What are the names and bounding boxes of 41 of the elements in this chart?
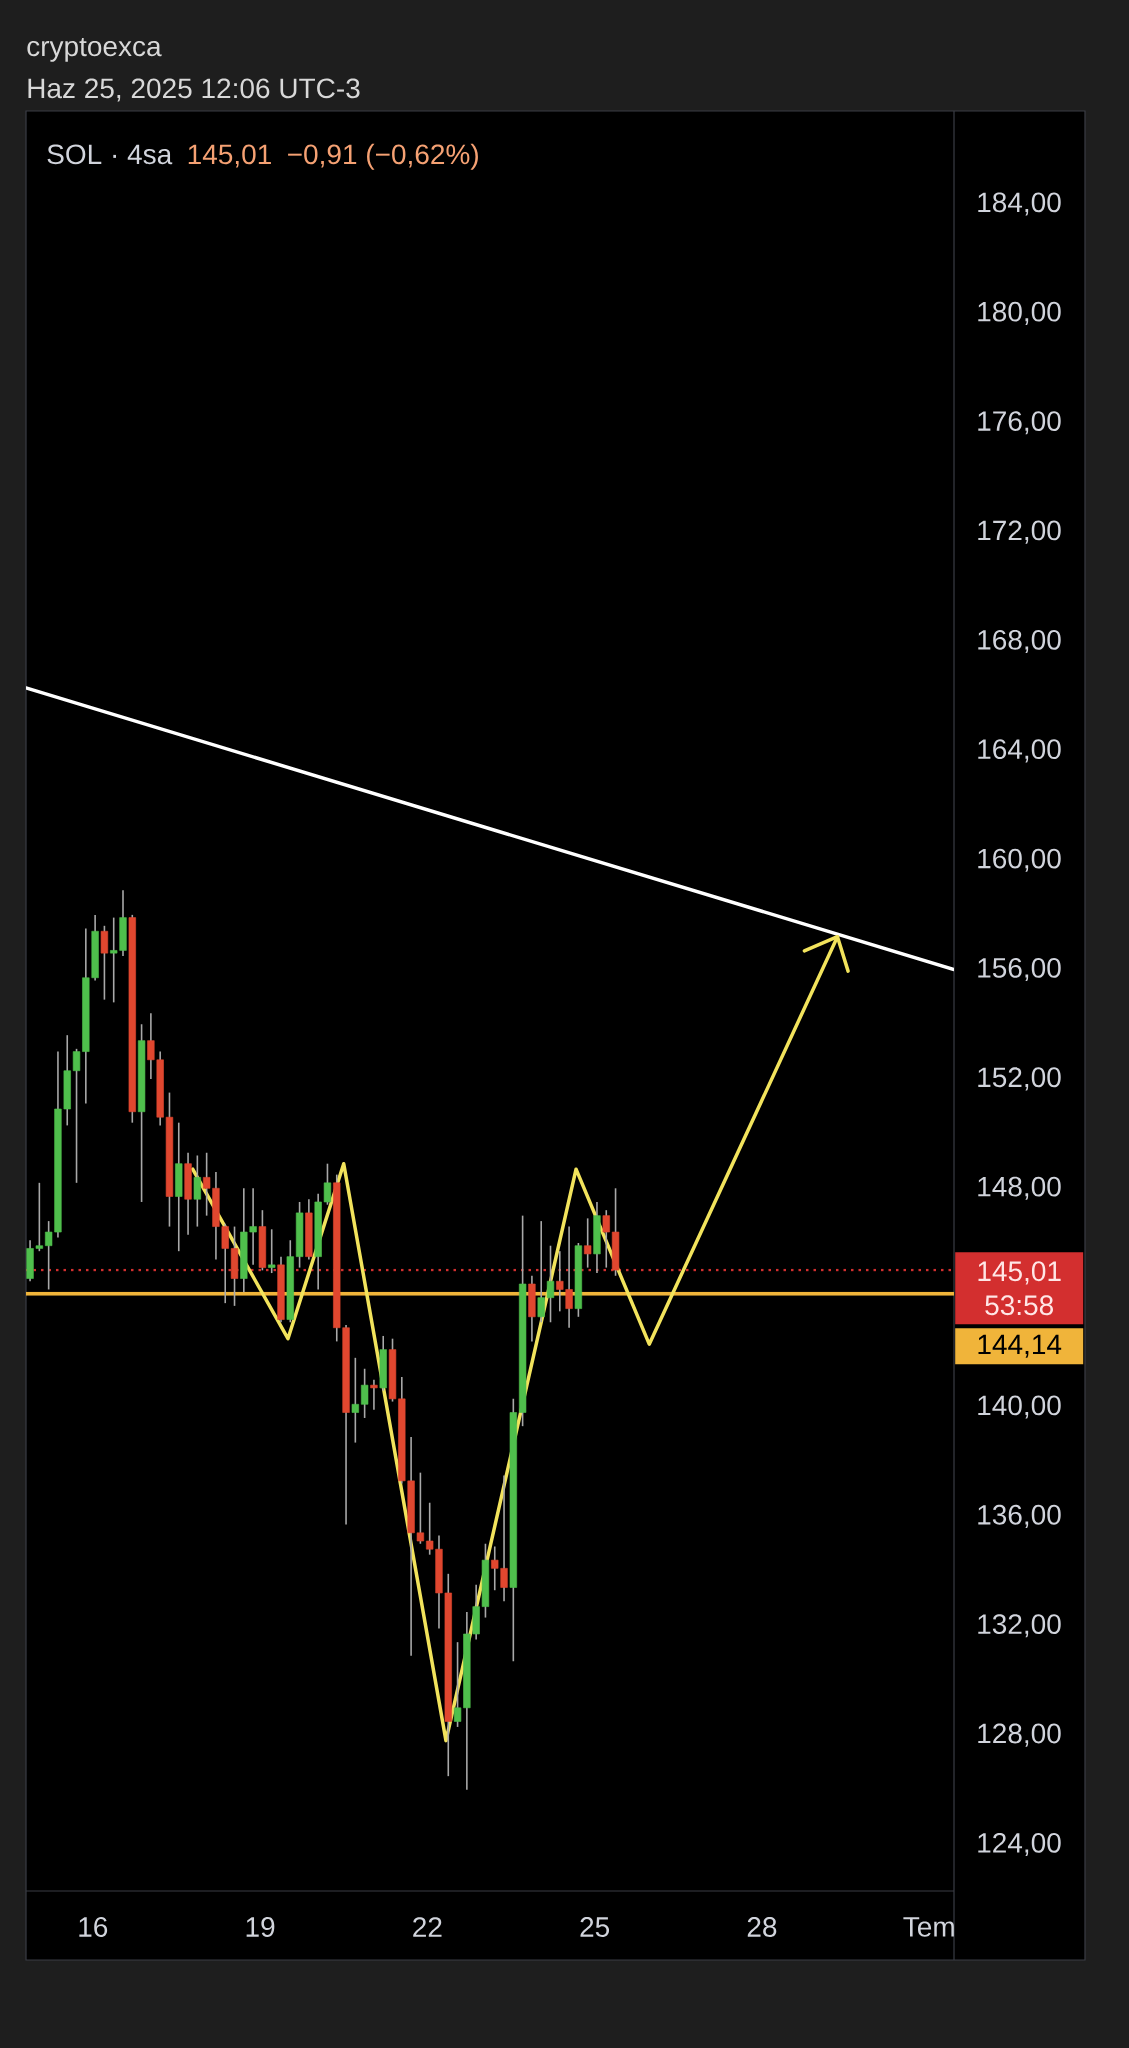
- candlestick: [453, 1641, 462, 1728]
- candlestick: [351, 1357, 359, 1444]
- y-tick-label: 184,00: [978, 192, 1061, 216]
- y-tick-label: 128,00: [978, 1723, 1061, 1747]
- candlestick: [546, 1244, 555, 1324]
- candlestick: [584, 1217, 592, 1269]
- y-tick-label: 156,00: [978, 958, 1061, 982]
- annotation: SOL · 4sa: [47, 144, 173, 165]
- y-tick-label: 152,00: [978, 1067, 1061, 1091]
- text: 53:58: [985, 1295, 1053, 1316]
- y-tick-label: 176,00: [978, 411, 1061, 435]
- ref-line-label: 144,14: [978, 1334, 1062, 1358]
- x-tick-label: Tem: [903, 1917, 954, 1937]
- y-tick-label: 168,00: [978, 629, 1061, 654]
- y-tick-label: 172,00: [978, 520, 1061, 544]
- candlestick: [537, 1220, 545, 1324]
- y-tick-label: 136,00: [978, 1504, 1061, 1528]
- candlestick: [100, 925, 109, 1001]
- y-tick-label: 124,00: [978, 1832, 1061, 1857]
- y-tick-label: 140,00: [978, 1395, 1061, 1419]
- x-tick-label: 19: [246, 1917, 275, 1937]
- y-tick-label: 164,00: [978, 739, 1061, 763]
- y-tick-label: 160,00: [978, 848, 1061, 872]
- ref-line-label: 145,01: [978, 1261, 1061, 1285]
- candlestick: [370, 1378, 378, 1411]
- chart-subtitle: Haz 25, 2025 12:06 UTC-3: [28, 78, 360, 102]
- candlestick: [602, 1209, 610, 1269]
- annotation: −0,91 (−0,62%): [288, 143, 478, 170]
- candlestick: [193, 1154, 201, 1228]
- x-tick-label: 25: [580, 1917, 610, 1937]
- x-tick-label: 28: [747, 1917, 777, 1937]
- annotation: 145,01: [188, 144, 271, 168]
- candlestick: [268, 1228, 276, 1274]
- candlestick: [360, 1367, 369, 1419]
- y-tick-label: 148,00: [978, 1176, 1061, 1200]
- y-tick-label: 180,00: [978, 301, 1061, 325]
- y-tick-label: 132,00: [978, 1614, 1061, 1638]
- chart-title: cryptoexca: [27, 37, 162, 62]
- x-tick-label: 16: [79, 1917, 108, 1937]
- candlestick: [72, 1048, 81, 1184]
- x-tick-label: 22: [413, 1917, 442, 1937]
